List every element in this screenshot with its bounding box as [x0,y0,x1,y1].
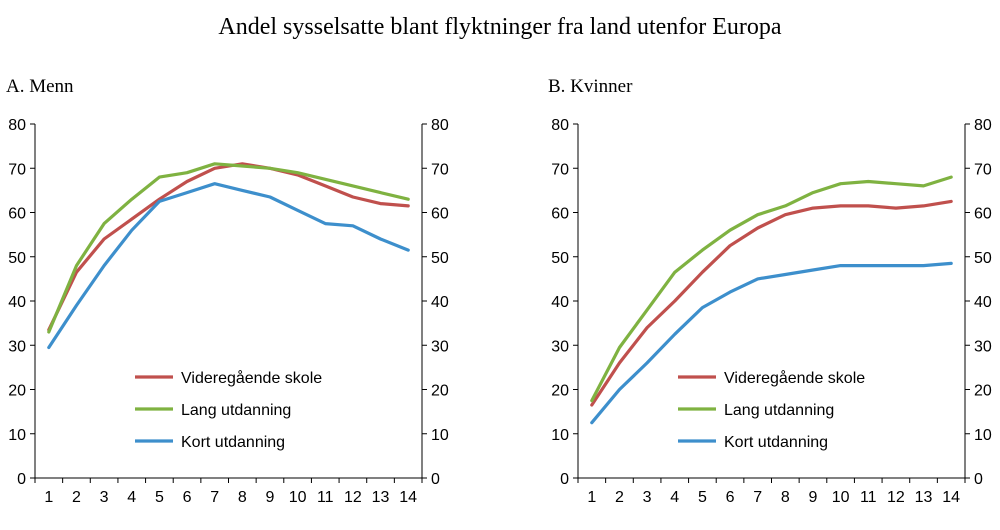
series-line-videreg-ende-skole [590,199,953,407]
y-tick-label-right: 0 [431,471,440,488]
y-tick-label-left: 0 [560,471,569,488]
x-tick-label: 1 [44,489,53,506]
x-tick-label: 7 [210,489,219,506]
y-tick-label-left: 10 [551,427,569,444]
x-tick-label: 11 [317,489,334,506]
y-tick-label-left: 60 [8,206,26,223]
y-tick-label-left: 50 [551,250,569,267]
panel-b-label: B. Kvinner [548,76,633,97]
x-tick-label: 8 [238,489,247,506]
y-tick-label-right: 50 [431,250,449,267]
legend-label: Kort utdanning [724,434,828,451]
x-tick-label: 3 [643,489,652,506]
y-tick-label-left: 80 [8,117,26,134]
series-line-kort-utdanning [47,182,410,350]
x-tick-label: 4 [670,489,679,506]
y-tick-label-right: 50 [974,250,992,267]
x-tick-label: 13 [915,489,933,506]
chart-title: Andel sysselsatte blant flyktninger fra … [218,14,782,40]
x-tick-label: 1 [587,489,596,506]
series-line-lang-utdanning [47,162,410,334]
x-tick-label: 14 [942,489,960,506]
series-line-videreg-ende-skole [47,162,410,332]
x-tick-label: 4 [127,489,136,506]
y-tick-label-right: 30 [431,338,449,355]
y-tick-label-left: 70 [551,161,569,178]
y-tick-label-right: 70 [431,161,449,178]
y-tick-label-right: 80 [431,117,449,134]
y-tick-label-left: 0 [17,471,26,488]
y-tick-label-left: 50 [8,250,26,267]
y-tick-label-right: 30 [974,338,992,355]
legend-label: Videregående skole [724,369,865,387]
y-tick-label-right: 20 [974,383,992,400]
series-line-kort-utdanning [590,261,953,425]
legend-label: Lang utdanning [724,402,834,419]
x-tick-label: 7 [753,489,762,506]
x-tick-label: 13 [372,489,390,506]
y-tick-label-right: 10 [431,427,449,444]
panel-a-label: A. Menn [6,76,74,97]
x-tick-label: 5 [155,489,164,506]
x-tick-label: 2 [615,489,624,506]
y-tick-label-left: 60 [551,206,569,223]
y-tick-label-left: 10 [8,427,26,444]
x-tick-label: 12 [887,489,905,506]
x-tick-label: 14 [399,489,417,506]
y-tick-label-left: 30 [551,338,569,355]
x-tick-label: 12 [344,489,362,506]
y-tick-label-right: 70 [974,161,992,178]
x-tick-label: 11 [860,489,877,506]
y-tick-label-right: 40 [974,294,992,311]
x-tick-label: 10 [832,489,850,506]
y-tick-label-right: 0 [974,471,983,488]
x-tick-label: 10 [289,489,307,506]
y-tick-label-right: 20 [431,383,449,400]
x-tick-label: 9 [266,489,275,506]
y-tick-label-right: 80 [974,117,992,134]
legend-label: Lang utdanning [181,402,291,419]
y-tick-label-left: 40 [8,294,26,311]
x-tick-label: 6 [183,489,192,506]
y-tick-label-right: 10 [974,427,992,444]
y-tick-label-right: 40 [431,294,449,311]
series-line-lang-utdanning [590,175,953,403]
y-tick-label-left: 20 [8,383,26,400]
x-tick-label: 2 [72,489,81,506]
x-tick-label: 8 [781,489,790,506]
x-tick-label: 3 [100,489,109,506]
y-tick-label-left: 70 [8,161,26,178]
y-tick-label-left: 80 [551,117,569,134]
x-tick-label: 5 [698,489,707,506]
x-tick-label: 6 [726,489,735,506]
y-tick-label-right: 60 [431,206,449,223]
y-tick-label-left: 20 [551,383,569,400]
legend-label: Kort utdanning [181,434,285,451]
y-tick-label-right: 60 [974,206,992,223]
y-tick-label-left: 30 [8,338,26,355]
y-tick-label-left: 40 [551,294,569,311]
x-tick-label: 9 [809,489,818,506]
legend-label: Videregående skole [181,369,322,387]
